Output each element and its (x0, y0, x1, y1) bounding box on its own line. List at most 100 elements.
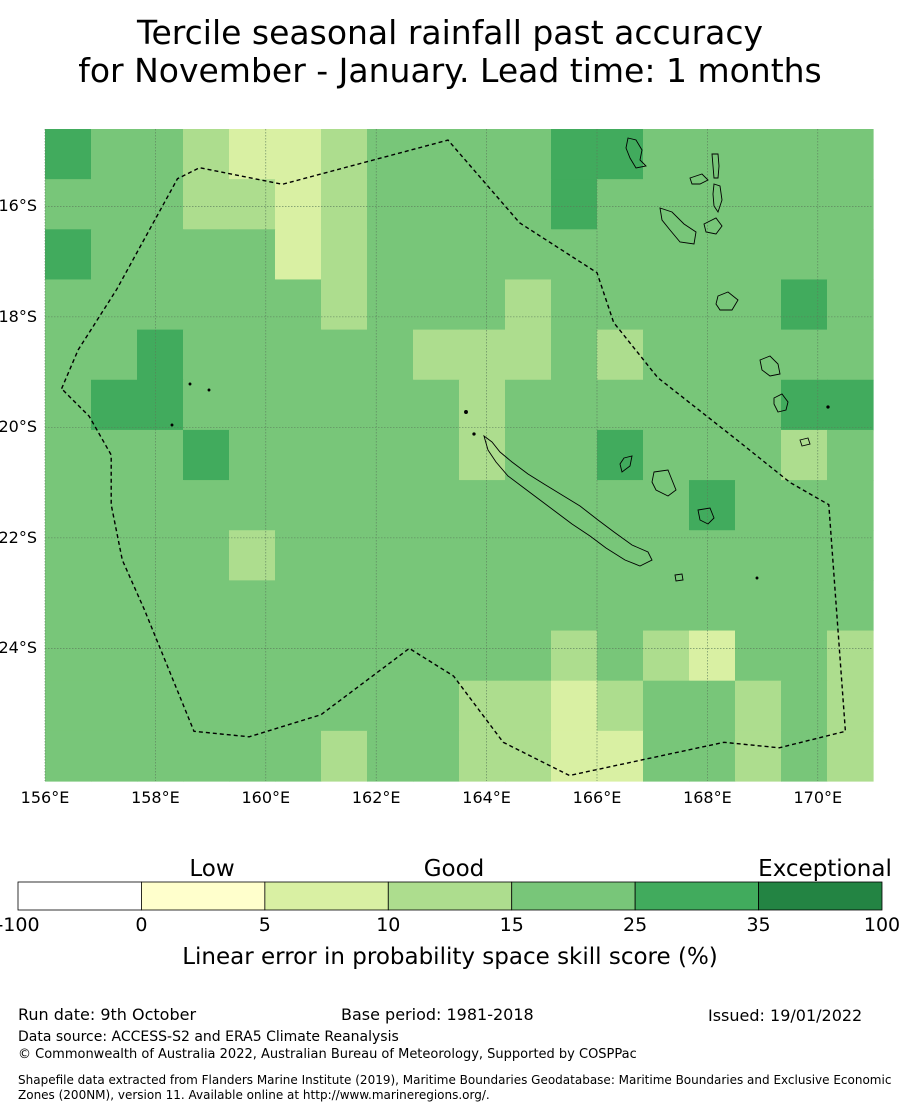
grid-cell (643, 730, 690, 782)
aneityum-island (799, 437, 811, 447)
grid-cell (229, 730, 276, 782)
title-line-2: for November - January. Lead time: 1 mon… (78, 51, 822, 90)
grid-cell (505, 179, 552, 230)
vanuatu-island-1 (625, 137, 647, 169)
grid-cell (827, 730, 874, 782)
colorbar-bin (634, 881, 759, 911)
grid-cell (367, 480, 414, 531)
grid-cell (551, 129, 598, 180)
grid-cell (459, 279, 506, 331)
grid-cell (275, 229, 322, 281)
grid-cell (505, 730, 552, 782)
category-good: Good (423, 856, 485, 882)
grid-cell (689, 530, 736, 581)
grid-cell (229, 530, 276, 581)
run-date: Run date: 9th October (18, 1005, 197, 1024)
grid-cell (413, 229, 460, 281)
grid-cell (413, 329, 460, 381)
grid-cell (827, 229, 874, 281)
grid-cell (183, 129, 230, 180)
grid-cell (781, 179, 828, 230)
grid-cell (91, 179, 138, 230)
grid-cell (459, 680, 506, 732)
grid-cell (321, 229, 368, 281)
grid-cell (827, 279, 874, 331)
grid-cell (505, 580, 552, 632)
grid-cell (367, 179, 414, 230)
grid-cell (551, 279, 598, 331)
grid-cell (183, 730, 230, 782)
grid-cell (781, 279, 828, 331)
grid-cell (459, 730, 506, 782)
grid-cell (229, 379, 276, 431)
grid-cell (321, 429, 368, 481)
grid-cell (413, 630, 460, 682)
grid-cell (689, 480, 736, 531)
loyalty-island-2 (651, 469, 677, 497)
grid-cell (45, 179, 92, 230)
grid-cell (91, 329, 138, 381)
isle-of-pines (674, 573, 684, 582)
grid-cell (275, 530, 322, 581)
colorbar-tick-label: 35 (746, 914, 771, 936)
grid-cell (505, 630, 552, 682)
grid-cell (91, 129, 138, 180)
vanuatu-island-5 (703, 217, 723, 235)
grid-cell (597, 680, 644, 732)
islands (170, 137, 830, 582)
grid-cell (459, 129, 506, 180)
grid-cell (781, 730, 828, 782)
grid-cell (321, 580, 368, 632)
chart-title: Tercile seasonal rainfall past accuracy … (0, 14, 900, 90)
new-caledonia-island (483, 434, 653, 567)
grid-cell (689, 179, 736, 230)
grid-cell (45, 379, 92, 431)
grid-cell (643, 129, 690, 180)
grid-cell (45, 580, 92, 632)
grid-cell (459, 530, 506, 581)
grid-cell (735, 279, 782, 331)
grid-cell (91, 379, 138, 431)
grid-cell (367, 379, 414, 431)
grid-cell (781, 129, 828, 180)
grid-cell (183, 680, 230, 732)
grid-cell (45, 680, 92, 732)
grid-cell (137, 379, 184, 431)
grid-cell (551, 580, 598, 632)
grid-cell (643, 329, 690, 381)
grid-cell (413, 429, 460, 481)
grid-cell (505, 530, 552, 581)
grid-cell (689, 379, 736, 431)
grid-cell (459, 229, 506, 281)
grid-cell (643, 379, 690, 431)
longitude-label: 166°E (572, 788, 622, 807)
colorbar (17, 881, 883, 911)
colorbar-bin (17, 881, 142, 911)
grid-cell (459, 329, 506, 381)
grid-cell (551, 530, 598, 581)
grid-cell (183, 179, 230, 230)
grid-cell (367, 730, 414, 782)
latitude-label: 18°S (0, 306, 37, 326)
longitude-label: 164°E (462, 788, 511, 807)
grid-cell (735, 179, 782, 230)
grid-cell (321, 379, 368, 431)
grid-cell (45, 279, 92, 331)
grid-cell (551, 429, 598, 481)
grid-cell (275, 630, 322, 682)
grid-cell (689, 680, 736, 732)
longitude-label: 158°E (131, 788, 180, 807)
loyalty-island-1 (619, 455, 633, 473)
grid-cell (689, 429, 736, 481)
efate-island (715, 291, 739, 311)
grid-cell (735, 379, 782, 431)
grid-cell (45, 730, 92, 782)
grid-cell (321, 680, 368, 732)
grid-cell (229, 630, 276, 682)
grid-cell (91, 580, 138, 632)
shapefile-credit: Shapefile data extracted from Flanders M… (18, 1073, 892, 1102)
map-gridlines (44, 129, 873, 781)
grid-cell (781, 480, 828, 531)
grid-cell (367, 530, 414, 581)
copyright: © Commonwealth of Australia 2022, Austra… (18, 1047, 637, 1062)
